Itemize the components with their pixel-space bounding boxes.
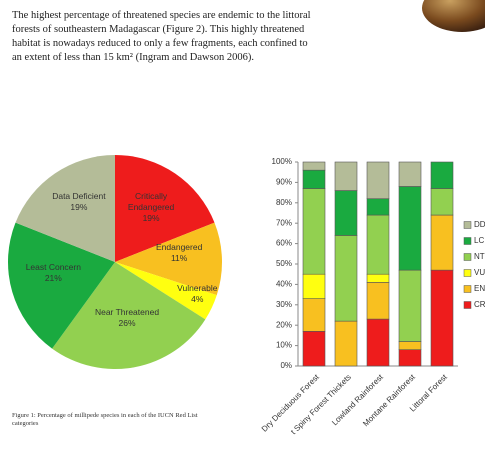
bar-segment xyxy=(303,189,325,275)
y-tick-label: 80% xyxy=(276,198,292,207)
bar-segment xyxy=(367,162,389,199)
bar-segment xyxy=(431,162,453,189)
bar-segment xyxy=(431,189,453,216)
bar-segment xyxy=(335,235,357,321)
y-tick-label: 20% xyxy=(276,320,292,329)
figure-caption: Figure 1: Percentage of millipede specie… xyxy=(12,412,222,428)
bar-segment xyxy=(367,319,389,366)
legend-swatch xyxy=(464,302,471,309)
y-tick-label: 90% xyxy=(276,178,292,187)
y-tick-label: 30% xyxy=(276,300,292,309)
slice-label: Data Deficient xyxy=(42,191,116,202)
legend-label: EN xyxy=(474,284,485,293)
legend-swatch xyxy=(464,254,471,261)
charts: 0% 10% 20% 30% 40% 50% 60% 70% 80% 90% 100% Dry Dec… xyxy=(0,0,485,450)
bar-segment xyxy=(367,199,389,215)
photo-fragment xyxy=(422,0,485,32)
slice-label: Vulnerable xyxy=(160,283,234,294)
bar-segment xyxy=(335,162,357,191)
legend-swatch xyxy=(464,238,471,245)
bar-segment xyxy=(399,342,421,350)
bar-segment xyxy=(399,162,421,186)
slice-value: 19% xyxy=(114,213,188,224)
legend-swatch xyxy=(464,286,471,293)
legend-label: DD xyxy=(474,220,485,229)
x-tick-label: Dry Deciduous Forest xyxy=(260,372,322,434)
bar-segment xyxy=(303,162,325,170)
bar-segment xyxy=(367,282,389,319)
legend-swatch xyxy=(464,222,471,229)
bar-segment xyxy=(367,274,389,282)
slice-value: 19% xyxy=(42,202,116,213)
slice-value: 4% xyxy=(160,294,234,305)
y-tick-label: 60% xyxy=(276,239,292,248)
bar-segment xyxy=(335,191,357,236)
slice-label: Endangered xyxy=(142,242,216,253)
slice-label: Least Concern xyxy=(16,262,90,273)
legend-label: LC xyxy=(474,236,484,245)
y-tick-label: 10% xyxy=(276,341,292,350)
y-tick-label: 100% xyxy=(272,157,292,166)
bar-segment xyxy=(303,299,325,332)
slice-value: 21% xyxy=(16,273,90,284)
y-tick-label: 70% xyxy=(276,218,292,227)
bar-segment xyxy=(399,186,421,270)
x-tick-label: t Spiny Forest Thickets xyxy=(289,373,353,437)
y-tick-label: 50% xyxy=(276,259,292,268)
slice-label: Near Threatened xyxy=(90,307,164,318)
bar-segment xyxy=(303,274,325,298)
slice-label: Critically Endangered xyxy=(114,191,188,213)
bar-segment xyxy=(335,321,357,366)
bar-segment xyxy=(431,215,453,270)
bar-segment xyxy=(303,170,325,188)
slice-value: 11% xyxy=(142,253,216,264)
bar-segment xyxy=(399,350,421,366)
slice-value: 26% xyxy=(90,318,164,329)
y-tick-label: 0% xyxy=(280,361,292,370)
legend-label: CR xyxy=(474,300,485,309)
page: The highest percentage of threatened spe… xyxy=(0,0,485,450)
legend-swatch xyxy=(464,270,471,277)
legend-label: NT xyxy=(474,252,485,261)
bar-segment xyxy=(367,215,389,274)
bar-segment xyxy=(399,270,421,341)
legend-label: VU xyxy=(474,268,485,277)
y-tick-label: 40% xyxy=(276,280,292,289)
bar-segment xyxy=(431,270,453,366)
bar-segment xyxy=(303,331,325,366)
